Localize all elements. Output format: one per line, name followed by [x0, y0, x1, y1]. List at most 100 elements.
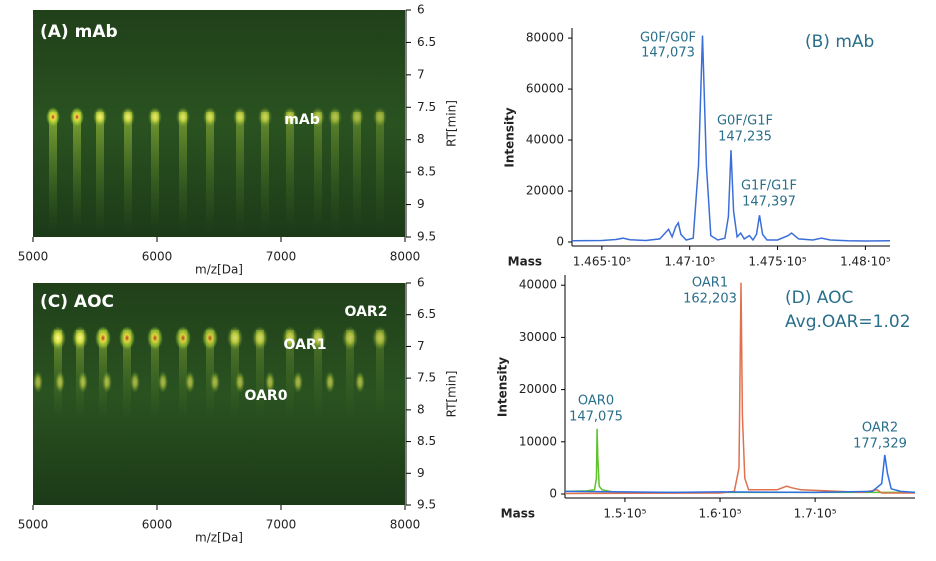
- annotation: OAR2: [862, 421, 898, 436]
- y-tick-label: 20000: [526, 184, 564, 198]
- x-tick-label: 1.7·10⁵: [794, 507, 837, 521]
- y-tick-label: 30000: [519, 330, 557, 344]
- spot: [185, 371, 195, 393]
- spot: [227, 326, 243, 350]
- x-tick-label: 1.465·10⁵: [573, 255, 631, 269]
- spot: [70, 107, 84, 127]
- x-tick-label: 8000: [390, 518, 421, 532]
- heatmap-a: [33, 10, 405, 237]
- streak: [151, 330, 159, 420]
- streak: [236, 112, 244, 232]
- streak: [261, 112, 269, 232]
- panel-title: Avg.OAR=1.02: [785, 312, 911, 332]
- streak: [286, 330, 294, 420]
- spot: [176, 107, 190, 127]
- streak: [179, 112, 187, 232]
- y-axis-label: Intensity: [503, 107, 517, 167]
- streak: [231, 330, 239, 420]
- spot: [265, 371, 275, 393]
- streak: [286, 112, 294, 232]
- y-tick-label: 7: [417, 67, 425, 81]
- spot: [50, 326, 66, 350]
- y-tick-label: 9.5: [417, 498, 436, 512]
- annotation: OAR0: [245, 388, 288, 404]
- x-axis-label: Mass: [501, 507, 535, 521]
- x-tick-label: 1.6·10⁵: [699, 507, 742, 521]
- annotation: OAR0: [578, 394, 614, 409]
- y-tick-label: 6: [417, 3, 425, 17]
- annotation: G0F/G1F: [717, 114, 773, 129]
- spot: [311, 107, 325, 127]
- spot: [233, 107, 247, 127]
- spot: [283, 107, 297, 127]
- spot: [310, 326, 326, 350]
- y-tick-label: 6.5: [417, 35, 436, 49]
- spot: [350, 107, 364, 127]
- annotation: mAb: [284, 112, 319, 128]
- spot: [121, 107, 135, 127]
- y-tick-label: 60000: [526, 82, 564, 96]
- spot: [102, 371, 112, 393]
- heatmap-streaks: [46, 107, 387, 232]
- streak: [376, 330, 384, 420]
- streak: [206, 330, 214, 420]
- spot: [78, 371, 88, 393]
- annotation: 147,397: [742, 195, 796, 210]
- spot: [373, 107, 387, 127]
- spot: [342, 326, 358, 350]
- streak: [179, 330, 187, 420]
- x-tick-label: 6000: [142, 518, 173, 532]
- y-tick-label: 8.5: [417, 434, 436, 448]
- y-tick-label: 6: [417, 276, 425, 290]
- panel-title: (A) mAb: [40, 22, 118, 42]
- streak: [256, 330, 264, 420]
- spot: [258, 107, 272, 127]
- spot: [235, 371, 245, 393]
- annotation: 162,203: [683, 292, 737, 307]
- y-tick-label: 8.5: [417, 165, 436, 179]
- y-tick-label: 7.5: [417, 100, 436, 114]
- y-tick-label: 80000: [526, 31, 564, 45]
- panel-title: (D) AOC: [785, 288, 853, 308]
- streak: [99, 330, 107, 420]
- spot: [93, 107, 107, 127]
- spot: [328, 107, 342, 127]
- x-tick-label: 7000: [266, 518, 297, 532]
- streak: [314, 112, 322, 232]
- y-tick-label: 6.5: [417, 307, 436, 321]
- x-tick-label: 1.5·10⁵: [603, 507, 646, 521]
- x-tick-label: 8000: [390, 250, 421, 264]
- spot: [148, 107, 162, 127]
- x-axis-label: m/z[Da]: [195, 263, 243, 277]
- annotation: 147,073: [641, 46, 695, 61]
- spot: [147, 326, 163, 350]
- streak: [96, 112, 104, 232]
- y-tick-label: 7: [417, 339, 425, 353]
- y-tick-label: 40000: [519, 278, 557, 292]
- spot: [372, 326, 388, 350]
- annotation: OAR1: [692, 276, 728, 291]
- y-axis-label: Intensity: [496, 357, 510, 417]
- x-tick-label: 7000: [266, 250, 297, 264]
- streak: [73, 112, 81, 232]
- heatmap-streaks: [33, 326, 388, 420]
- y-tick-label: 20000: [519, 382, 557, 396]
- spot: [158, 371, 168, 393]
- y-tick-label: 8: [417, 132, 425, 146]
- streak: [123, 330, 131, 420]
- spot: [210, 371, 220, 393]
- spectrum-line: [571, 35, 891, 242]
- spot: [325, 371, 335, 393]
- annotation: 147,075: [569, 410, 623, 425]
- spot: [33, 371, 43, 393]
- spot: [46, 107, 60, 127]
- y-tick-label: 0: [549, 487, 557, 501]
- annotation: OAR1: [284, 337, 327, 353]
- panel-title: (C) AOC: [40, 292, 114, 312]
- y-tick-label: 7.5: [417, 371, 436, 385]
- spot: [293, 371, 303, 393]
- x-tick-label: 1.48·10⁵: [840, 255, 891, 269]
- y-tick-label: 8: [417, 402, 425, 416]
- y-axis-label: RT[min]: [445, 371, 459, 418]
- spot: [55, 371, 65, 393]
